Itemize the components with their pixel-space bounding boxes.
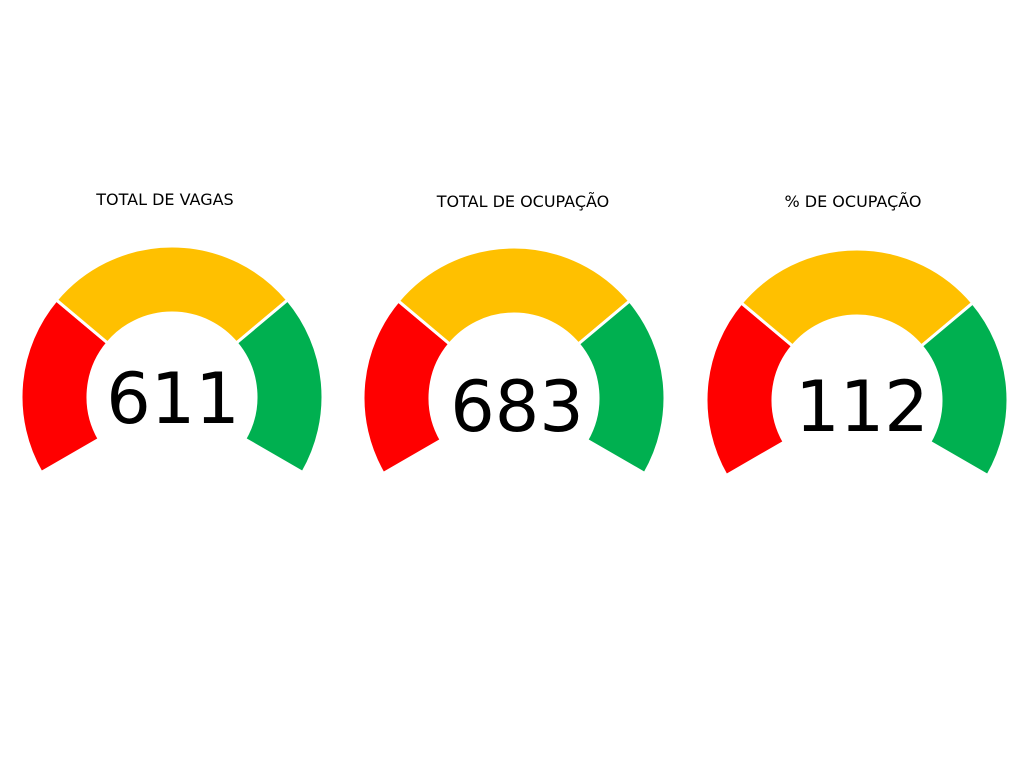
gauge-title: TOTAL DE VAGAS [95,190,233,209]
gauge-band-low [19,297,110,475]
gauge-band-mid [54,244,290,346]
gauge-band-low [361,298,452,476]
gauge-band-low [704,300,795,478]
gauge-band-high [576,298,667,476]
gauge-value: 112 [795,366,929,448]
gauge-percent-de-ocupacao: % DE OCUPAÇÃO 112 [704,192,1010,478]
gauge-band-high [919,300,1010,478]
gauge-segments [704,247,1010,478]
gauge-value: 611 [106,358,240,440]
gauge-value: 683 [450,366,584,448]
gauge-band-mid [739,247,975,349]
gauge-total-de-ocupacao: TOTAL DE OCUPAÇÃO 683 [361,192,667,476]
gauge-band-high [234,297,325,475]
gauge-band-mid [396,245,632,347]
gauge-segments [361,245,667,476]
gauge-total-de-vagas: TOTAL DE VAGAS 611 [19,190,325,475]
gauge-title: % DE OCUPAÇÃO [785,192,922,211]
gauge-title: TOTAL DE OCUPAÇÃO [436,192,610,211]
gauge-segments [19,244,325,475]
